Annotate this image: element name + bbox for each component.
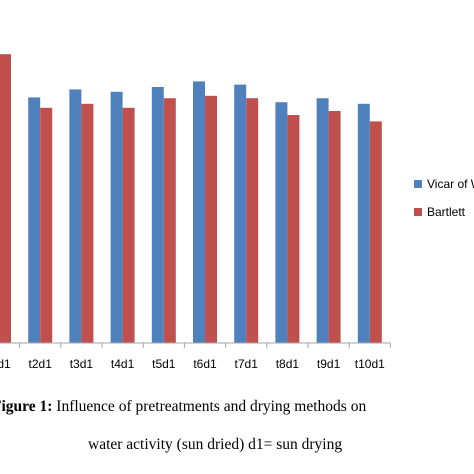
x-tick-label-t7d1: t7d1 [235,357,259,371]
bar-t1d1-series-2 [0,54,11,343]
bar-t3d1-series-1 [69,89,82,344]
x-tick-label-t3d1: t3d1 [70,357,94,371]
bar-t6d1-series-2 [205,95,217,343]
legend: Vicar of Winkfield Bartlett [414,177,474,219]
x-tick-label-t6d1: t6d1 [193,357,217,371]
figure-caption-text-2: water activity (sun dried) d1= sun dryin… [88,436,343,453]
bar-t9d1-series-1 [316,98,329,343]
bar-t10d1-series-2 [369,121,382,344]
x-tick-label-t2d1: t2d1 [29,357,53,371]
bar-t7d1-series-2 [246,98,259,343]
bar-t4d1-series-2 [122,107,135,343]
x-tick-label-t10d1: t10d1 [355,357,385,371]
bar-t5d1-series-1 [151,87,164,343]
figure-caption-label: Figure 1: [0,398,53,415]
bars-group [0,54,382,344]
bar-t3d1-series-2 [81,103,94,343]
bar-t10d1-series-1 [357,103,370,343]
bar-t2d1-series-2 [40,107,53,343]
bar-t8d1-series-2 [287,115,300,343]
figure-caption-text-1: Influence of pretreatments and drying me… [56,398,367,415]
bar-t8d1-series-1 [275,102,288,343]
bar-t5d1-series-2 [163,98,176,343]
x-tick-labels: t1d1 t2d1 t3d1 t4d1 t5d1 t6d1 t7d1 t8d1 t9d1 t10d… [0,357,385,371]
x-tick-label-t8d1: t8d1 [276,357,300,371]
legend-swatch-1 [414,180,422,188]
bar-t9d1-series-2 [328,111,341,343]
figure-caption-line-1: Figure 1: Influence of pretreatments and… [0,398,466,416]
bar-t7d1-series-1 [234,84,247,343]
legend-label-1: Vicar of Winkfield [427,177,474,191]
legend-label-2: Bartlett [427,205,466,219]
legend-item-2: Bartlett [414,205,466,219]
x-tick-label-t5d1: t5d1 [152,357,176,371]
legend-item-1: Vicar of Winkfield [414,177,474,191]
figure-caption-line-2: water activity (sun dried) d1= sun dryin… [88,436,474,454]
x-tick-label-t1d1: t1d1 [0,357,11,371]
bar-t4d1-series-1 [110,91,123,343]
x-tick-label-t4d1: t4d1 [111,357,135,371]
bar-t6d1-series-1 [193,81,205,344]
bar-t2d1-series-1 [28,97,41,344]
x-ticks-group [19,343,391,348]
x-tick-label-t9d1: t9d1 [317,357,341,371]
legend-swatch-2 [414,208,422,216]
